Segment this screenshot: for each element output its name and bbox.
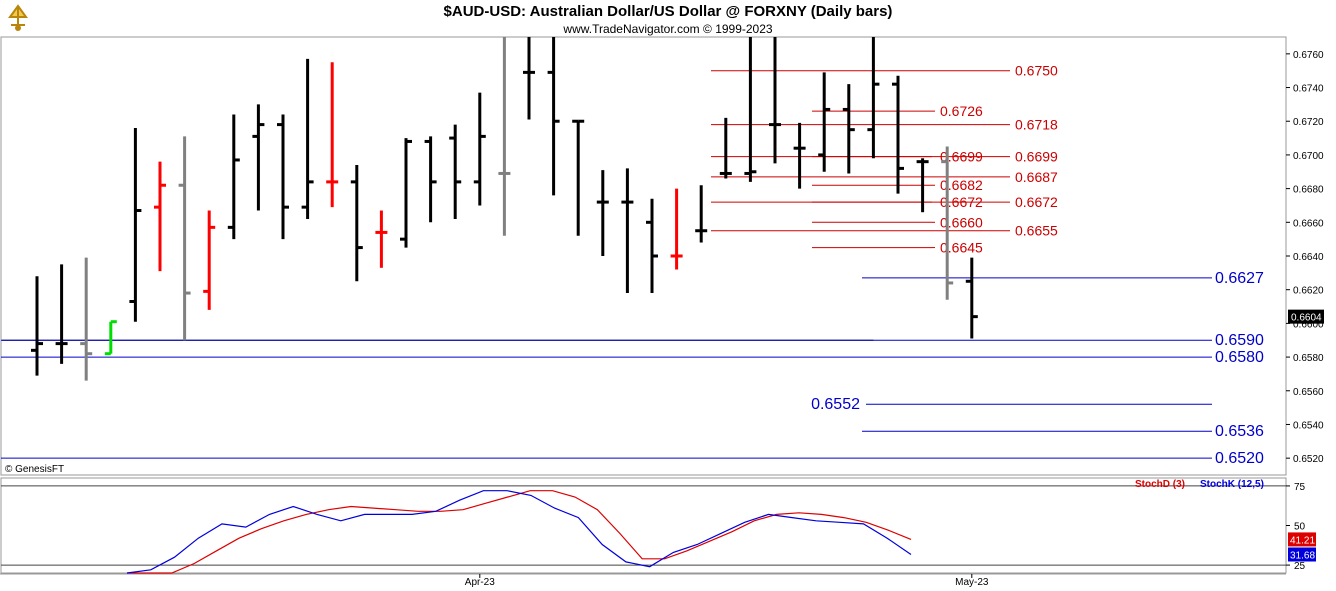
y-tick-label: 0.6680 — [1293, 185, 1324, 196]
stochD-badge — [1288, 532, 1316, 547]
credit-label: © GenesisFT — [5, 464, 64, 475]
y-tick-label: 0.6560 — [1293, 387, 1324, 398]
stoch-tick-label: 25 — [1294, 561, 1306, 572]
level-label: 0.6536 — [1215, 423, 1264, 440]
y-tick-label: 0.6760 — [1293, 50, 1324, 61]
y-tick-label: 0.6720 — [1293, 117, 1324, 128]
level-label: 0.6672 — [1015, 194, 1058, 210]
level-label: 0.6687 — [1015, 169, 1058, 185]
stochastic-layer: StochD (3) StochK (12,5) — [1, 479, 1286, 574]
level-label: 0.6726 — [940, 103, 983, 119]
stochK-value: 31.68 — [1290, 551, 1315, 562]
level-label: 0.6718 — [1015, 117, 1058, 133]
stoch-tick-label: 50 — [1294, 522, 1306, 533]
y-tick-label: 0.6660 — [1293, 218, 1324, 229]
stochK-badge — [1288, 547, 1316, 562]
stoch-tick-label: 75 — [1294, 482, 1306, 493]
y-tick-label: 0.6640 — [1293, 252, 1324, 263]
y-tick-label: 0.6520 — [1293, 454, 1324, 465]
last-price-badge — [1288, 309, 1324, 324]
y-tick-label: 0.6540 — [1293, 420, 1324, 431]
level-label: 0.6520 — [1215, 450, 1264, 467]
level-label: 0.6682 — [940, 177, 983, 193]
trade-navigator-logo-icon — [3, 3, 33, 38]
level-label: 0.6699 — [1015, 149, 1058, 165]
stochK-legend: StochK (12,5) — [1200, 479, 1264, 490]
axis-layer: 0.6760 0.6740 0.6720 0.6700 0.6680 0.6660 0.66… — [465, 50, 1324, 588]
level-label: 0.6645 — [940, 240, 983, 256]
level-label: 0.6660 — [940, 214, 983, 230]
chart-title: $AUD-USD: Australian Dollar/US Dollar @ … — [443, 3, 893, 20]
level-label: 0.6750 — [1015, 63, 1058, 79]
level-label: 0.6655 — [1015, 223, 1058, 239]
y-tick-label: 0.6620 — [1293, 286, 1324, 297]
x-tick-label: Apr-23 — [465, 577, 495, 588]
y-tick-label: 0.6740 — [1293, 84, 1324, 95]
level-label: 0.6590 — [1215, 332, 1264, 349]
chart-subtitle: www.TradeNavigator.com © 1999-2023 — [563, 22, 773, 36]
stochD-value: 41.21 — [1290, 535, 1315, 546]
stochK-line — [126, 490, 912, 574]
price-panel-frame — [0, 36, 1287, 476]
last-price-label: 0.6604 — [1291, 313, 1322, 324]
level-label: 0.6627 — [1215, 270, 1264, 287]
level-label: 0.6552 — [811, 396, 860, 413]
x-tick-label: May-23 — [955, 577, 989, 588]
stochD-legend: StochD (3) — [1135, 479, 1185, 490]
stoch-panel-frame — [0, 477, 1287, 574]
y-tick-label: 0.6600 — [1293, 319, 1324, 330]
level-label: 0.6580 — [1215, 349, 1264, 366]
y-tick-label: 0.6580 — [1293, 353, 1324, 364]
y-tick-label: 0.6700 — [1293, 151, 1324, 162]
stochD-line — [127, 490, 912, 574]
